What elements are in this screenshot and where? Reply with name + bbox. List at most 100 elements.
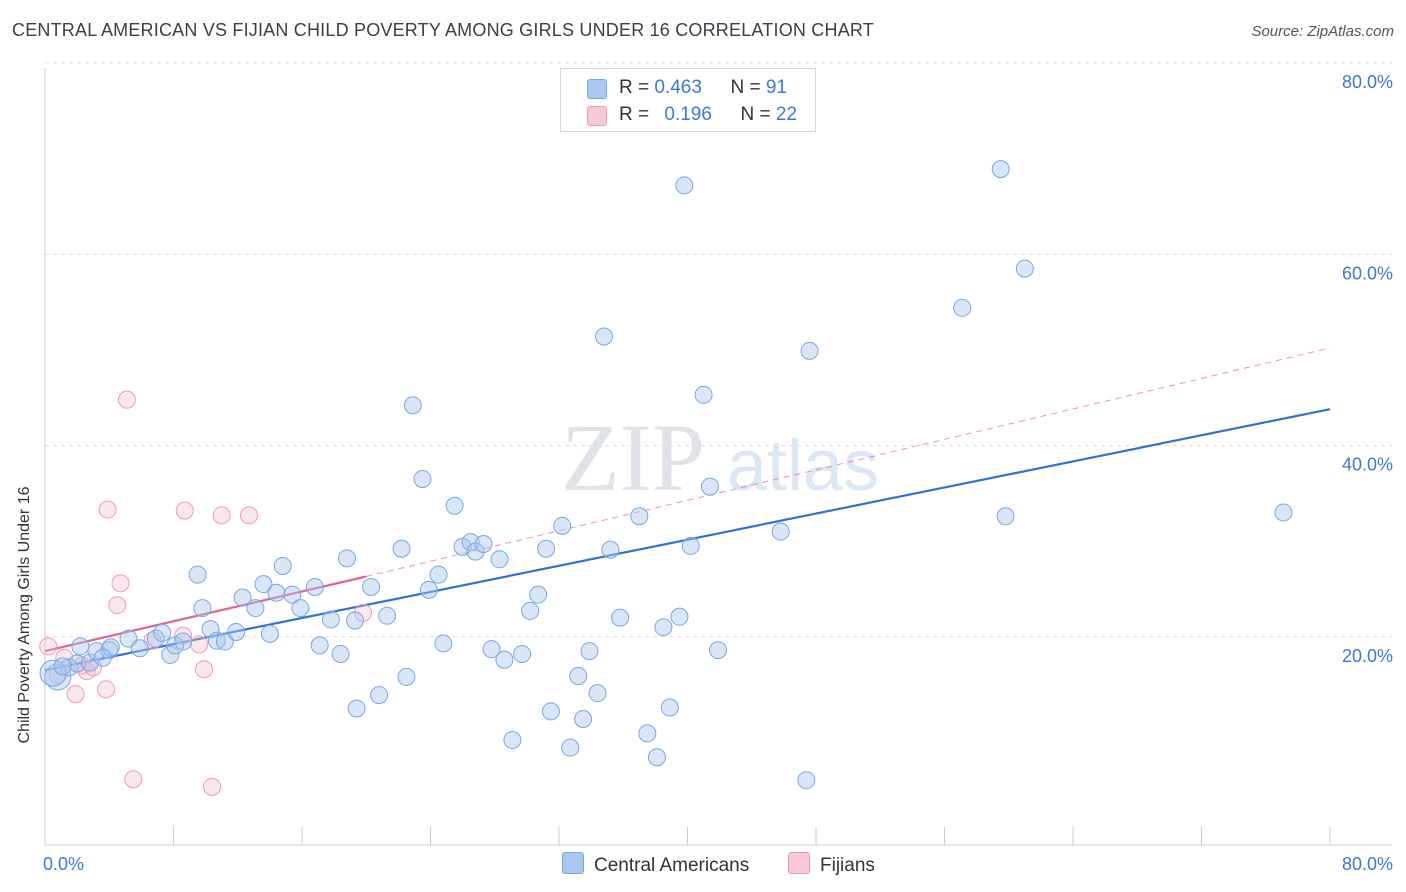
fijian-point	[124, 770, 143, 789]
central-american-point	[130, 639, 149, 658]
central-american-point	[370, 686, 389, 705]
central-american-point	[68, 654, 87, 673]
chart-title: CENTRAL AMERICAN VS FIJIAN CHILD POVERTY…	[12, 20, 874, 40]
central-american-point	[953, 298, 972, 317]
legend-swatch-fijians	[587, 106, 607, 126]
legend-n-value: 91	[765, 77, 787, 98]
central-american-point	[561, 738, 580, 757]
central-american-point	[588, 684, 607, 703]
legend-n-label: N =	[740, 104, 776, 125]
central-american-point	[413, 469, 432, 488]
fijian-point	[175, 501, 194, 520]
source-label: Source: ZipAtlas.com	[1251, 23, 1394, 40]
central-american-point	[378, 606, 397, 625]
legend-r-value: 0.463	[654, 77, 702, 98]
central-american-point	[1015, 259, 1034, 278]
central-american-point	[654, 618, 673, 637]
central-american-point	[260, 624, 279, 643]
fijian-point	[239, 506, 258, 525]
central-american-point	[503, 731, 522, 750]
central-american-point	[397, 667, 416, 686]
central-american-point	[227, 622, 246, 641]
central-american-point	[594, 327, 613, 346]
fijian-point	[98, 500, 117, 519]
central-american-point	[580, 642, 599, 661]
fijian-point	[66, 685, 85, 704]
fijians-trendline	[44, 575, 367, 653]
central-american-point	[996, 507, 1015, 526]
central-american-point	[694, 385, 713, 404]
central-american-point	[521, 601, 540, 620]
central-american-point	[601, 540, 620, 559]
central-american-point	[700, 477, 719, 496]
tick-labels: 20.0% 40.0% 60.0% 80.0% 0.0% 80.0%	[43, 72, 1393, 874]
central-american-point	[254, 575, 273, 594]
central-american-point	[434, 634, 453, 653]
central-american-point	[474, 534, 493, 553]
fijian-point	[111, 574, 130, 593]
central-american-point	[638, 724, 657, 743]
central-american-point	[611, 608, 630, 627]
y-tick-label: 80.0%	[1342, 72, 1393, 92]
central-american-point	[347, 699, 366, 718]
central-american-point	[174, 632, 193, 651]
central-american-point	[482, 640, 501, 659]
y-axis-label: Child Poverty Among Girls Under 16	[16, 486, 33, 744]
central-american-point	[569, 666, 588, 685]
watermark: ZIP atlas	[561, 404, 879, 511]
central-american-point	[709, 641, 728, 660]
y-tick-label: 60.0%	[1342, 263, 1393, 283]
central-american-point	[670, 607, 689, 626]
central-american-point	[233, 588, 252, 607]
central-american-point	[100, 641, 119, 660]
axes	[44, 68, 1392, 846]
central-american-point	[246, 599, 265, 618]
legend-n-value: 22	[775, 104, 797, 125]
central-american-point	[771, 522, 790, 541]
correlation-legend: R = 0.463 N = 91 R = 0.196 N = 22	[560, 68, 816, 132]
central-american-point	[537, 539, 556, 558]
x-tick-label: 80.0%	[1342, 854, 1393, 874]
fijian-points	[39, 390, 373, 796]
central-american-point	[681, 536, 700, 555]
central-american-point	[346, 611, 365, 630]
fijian-point	[39, 637, 58, 656]
fijian-point	[190, 635, 209, 654]
grid-lines	[45, 62, 1392, 638]
central-american-point	[495, 650, 514, 669]
y-tick-label: 40.0%	[1342, 455, 1393, 475]
central-american-point	[797, 771, 816, 790]
legend-swatch-central-americans	[562, 852, 584, 874]
watermark-atlas: atlas	[727, 426, 879, 506]
central-american-point	[675, 176, 694, 195]
central-american-point	[305, 578, 324, 597]
central-american-point	[392, 539, 411, 558]
fijian-point	[117, 390, 136, 409]
central-american-point	[39, 659, 67, 687]
legend-item-fijians: Fijians	[788, 852, 875, 877]
central-american-point	[403, 396, 422, 415]
central-american-point	[310, 636, 329, 655]
central-american-point	[321, 610, 340, 629]
central-american-point	[291, 599, 310, 618]
legend-label-central-americans: Central Americans	[594, 855, 750, 876]
watermark-zip: ZIP	[561, 404, 705, 511]
fijian-point	[203, 777, 222, 796]
fijians-trendline-extension	[366, 347, 1331, 577]
central-american-point	[337, 549, 356, 568]
central-american-point	[87, 642, 106, 661]
legend-r-label: R =	[619, 104, 655, 125]
central-american-point	[161, 645, 180, 664]
central-american-point	[574, 709, 593, 728]
legend-row-fijians: R = 0.196 N = 22	[561, 102, 815, 130]
legend-r-value: 0.196	[664, 104, 712, 125]
central-american-point	[93, 648, 112, 667]
central-american-point	[513, 644, 532, 663]
central-american-point	[53, 657, 72, 676]
central-american-point	[201, 620, 220, 639]
central-american-point	[991, 160, 1010, 179]
fijian-point	[212, 506, 231, 525]
central-american-point	[153, 623, 172, 642]
legend-row-central-americans: R = 0.463 N = 91	[561, 75, 815, 103]
